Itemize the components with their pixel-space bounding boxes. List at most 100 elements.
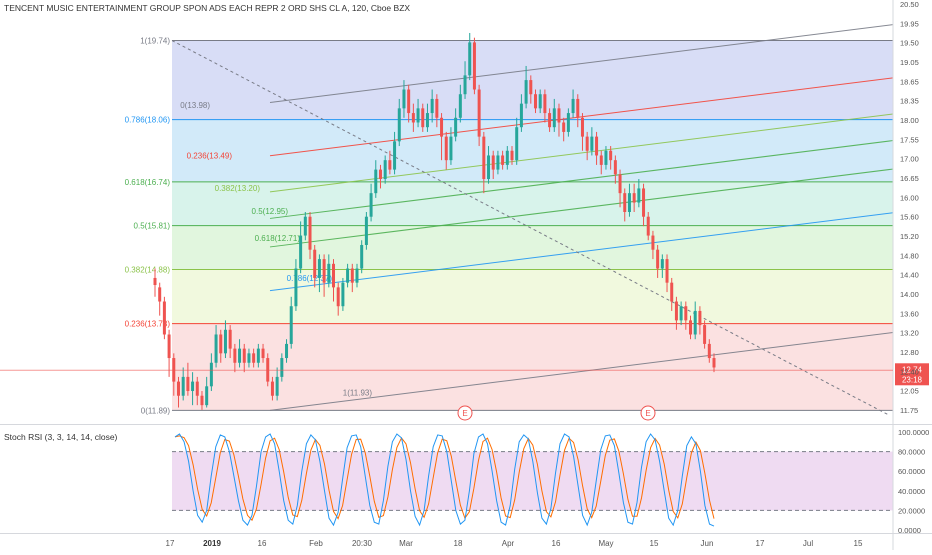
channel-label: 0.618(12.71) [255,234,301,243]
candle-body [566,113,570,132]
candle-body [444,136,448,161]
price-tick-label: 13.60 [900,309,919,318]
channel-line [269,331,894,411]
fib-level-label: 0.618(16.74) [125,178,171,187]
candle-body [214,334,218,363]
time-tick-label: 15 [854,539,863,548]
rsi-tick-label: 100.0000 [898,428,929,437]
candle-body [707,343,711,359]
candle-body [252,353,256,363]
candle-body [684,306,688,321]
rsi-tick-label: 20.0000 [898,506,925,515]
fib-zone [172,181,893,226]
candle-body [472,42,476,90]
candle-body [627,193,631,212]
channel-label: 0.786(12.37) [287,274,333,283]
price-tick-label: 19.95 [900,19,919,28]
fib-channel: 1(11.93) 0.786(12.37) 0.618(12.71) 0.5(12.9… [180,24,894,411]
rsi-tick-label: 80.0000 [898,448,925,457]
candle-body [341,282,345,307]
candle-body [378,169,382,180]
candle-body [543,94,547,114]
candle-body [449,136,453,161]
fib-level-label: 0(11.89) [141,406,171,415]
candle-body [181,376,185,396]
candle-body [501,155,505,165]
time-tick-label: Jul [803,539,813,548]
candle-body [355,268,359,283]
fib-zone [172,269,893,324]
candle-body [538,94,542,109]
earnings-marker [640,405,656,421]
price-tick-label: 18.35 [900,97,919,106]
candle-body [491,155,495,170]
candle-body [665,259,669,283]
candle-body [416,108,420,123]
time-tick-label: 17 [756,539,765,548]
candle-body [303,216,307,236]
candle-body [660,259,664,269]
candle-body [604,150,608,165]
candle-body [336,287,340,307]
time-tick-label: Apr [502,539,515,548]
channel-label: 0.5(12.95) [252,207,289,216]
candle-body [294,268,298,307]
time-tick-label: May [598,539,613,548]
candle-body [609,150,613,161]
rsi-tick-label: 0.0000 [898,526,921,535]
candle-body [637,188,641,203]
channel-line [269,212,894,292]
candle-body [327,263,331,283]
candle-body [209,362,213,387]
candle-body [256,348,260,363]
price-tick-label: 19.05 [900,58,919,67]
time-tick-label: Mar [399,539,413,548]
fib-zone [172,323,893,411]
candle-body [233,348,237,363]
candle-body [407,89,411,114]
candle-body [651,235,655,250]
candle-body [533,94,537,109]
price-tick-label: 17.00 [900,155,919,164]
fib-zone-fills [172,40,893,411]
candle-body [421,108,425,128]
candle-body [402,89,406,109]
candle-body [454,117,458,137]
candle-body [388,160,392,170]
candle-body [228,329,232,349]
candle-body [191,381,195,392]
candle-body [247,353,251,363]
candle-body [275,376,279,396]
price-tick-label: 19.50 [900,39,919,48]
channel-line [269,77,894,157]
candle-body [505,150,509,165]
candle-body [693,310,697,335]
rsi-tick-label: 60.0000 [898,467,925,476]
time-tick-label: 2019 [203,539,221,548]
candle-body [674,301,678,321]
candle-body [261,348,265,359]
candle-body [430,98,434,114]
earnings-marker-label: E [462,409,467,418]
time-tick-label: 18 [454,539,463,548]
time-tick-label: Jun [701,539,714,548]
candle-body [425,113,429,128]
candle-body [153,277,157,286]
candle-body [562,122,566,132]
candle-body [158,287,162,302]
time-tick-label: 20:30 [352,539,373,548]
price-tick-label: 14.40 [900,271,919,280]
candle-body [440,117,444,137]
candle-body [195,381,199,396]
price-tick-label: 15.60 [900,213,919,222]
candle-body [571,98,575,114]
candle-body [176,381,180,396]
fib-zone [172,225,893,270]
candle-body [167,334,171,359]
candle-body [515,127,519,161]
fib-level-label: 0.236(13.73) [125,320,171,329]
candle-body [656,249,660,269]
channel-line [269,24,894,104]
